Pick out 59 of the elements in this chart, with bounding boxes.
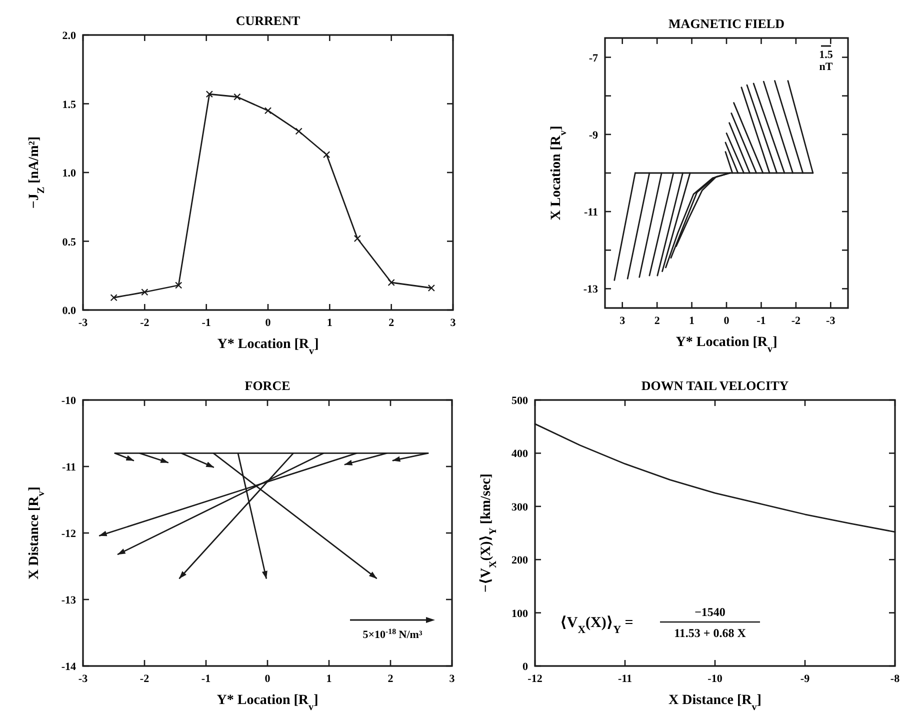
y-tick-label: 400 — [512, 448, 528, 460]
x-tick-label: 1 — [689, 315, 695, 327]
x-tick-label: -1 — [202, 317, 211, 329]
y-tick-label: -12 — [61, 528, 76, 540]
x-axis-title: Y* Location [R$_{v}$] — [676, 335, 778, 354]
y-tick-label: -9 — [588, 129, 598, 142]
x-tick-label: -9 — [800, 673, 810, 685]
y-tick-label: -7 — [588, 52, 598, 64]
y-tick-label: 0.5 — [62, 236, 76, 248]
annotation: 11.53 + 0.68 X — [674, 626, 746, 640]
x-tick-label: 1 — [326, 673, 332, 685]
y-tick-label: 0.0 — [62, 305, 76, 317]
x-tick-label: -3 — [826, 315, 836, 327]
x-tick-label: -10 — [708, 673, 723, 685]
x-tick-label: 2 — [388, 673, 394, 685]
x-tick-label: -1 — [201, 673, 211, 685]
annotation: ⟨V$_{X}$(X)⟩$_{Y}$ = — [560, 615, 634, 636]
y-tick-label: -11 — [584, 206, 598, 219]
x-axis-title: Y* Location [R$_{v}$] — [216, 693, 318, 712]
chart-title: CURRENT — [236, 13, 300, 28]
y-tick-label: 2.0 — [62, 30, 76, 42]
y-tick-label: 300 — [512, 501, 528, 514]
y-tick-label: 1.5 — [62, 98, 76, 111]
x-tick-label: -2 — [791, 315, 802, 327]
x-tick-label: 1 — [326, 317, 332, 329]
x-tick-label: 2 — [654, 315, 660, 327]
x-tick-label: -8 — [890, 673, 900, 685]
x-tick-label: 0 — [724, 315, 730, 327]
y-tick-label: 0 — [522, 661, 528, 673]
x-tick-label: 3 — [620, 315, 626, 327]
annotation: −1540 — [694, 605, 726, 619]
x-tick-label: 0 — [265, 317, 272, 329]
x-tick-label: 2 — [388, 317, 395, 329]
y-tick-label: -10 — [61, 395, 76, 407]
y-tick-label: 200 — [512, 554, 528, 567]
chart-title: FORCE — [244, 378, 290, 393]
y-tick-label: -11 — [62, 462, 76, 474]
y-tick-label: 500 — [512, 395, 528, 407]
x-tick-label: -2 — [140, 317, 150, 329]
x-tick-label: -3 — [78, 317, 88, 329]
annotation: 5×10$^{-18}$ N/m³ — [362, 626, 423, 641]
y-tick-label: 100 — [512, 608, 528, 620]
x-tick-label: -1 — [756, 315, 766, 327]
x-axis-title: Y* Location [R$_{v}$] — [217, 337, 319, 356]
y-tick-label: -13 — [61, 594, 76, 606]
annotation: 1.5 nT — [819, 49, 834, 73]
x-tick-label: 3 — [449, 673, 456, 685]
chart-title: DOWN TAIL VELOCITY — [641, 378, 790, 393]
x-tick-label: 0 — [264, 673, 271, 685]
x-tick-label: 3 — [450, 317, 456, 329]
x-tick-label: -12 — [528, 673, 543, 685]
chart-title: MAGNETIC FIELD — [668, 16, 784, 31]
y-tick-label: 1.0 — [62, 168, 76, 180]
x-axis-title: X Distance [R$_{v}$] — [668, 693, 762, 712]
y-tick-label: -13 — [583, 284, 598, 296]
y-tick-label: -14 — [61, 661, 76, 673]
x-tick-label: -3 — [78, 673, 88, 685]
x-tick-label: -2 — [140, 673, 150, 685]
x-tick-label: -11 — [618, 673, 632, 685]
